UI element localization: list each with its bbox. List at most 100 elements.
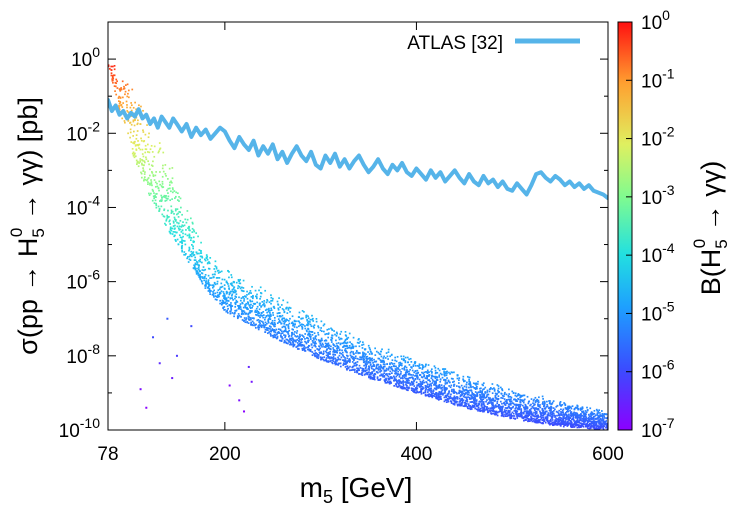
scatter-point [142, 131, 145, 133]
scatter-point [510, 408, 512, 411]
scatter-point [366, 371, 368, 374]
scatter-point [434, 387, 437, 390]
scatter-point [254, 289, 257, 292]
scatter-point [201, 276, 203, 278]
scatter-point [435, 394, 438, 396]
scatter-point [307, 348, 309, 351]
scatter-point [350, 342, 353, 345]
scatter-point [468, 407, 470, 410]
scatter-point [269, 330, 272, 333]
scatter-point [182, 225, 185, 227]
scatter-point [543, 420, 545, 423]
scatter-point [229, 290, 232, 293]
scatter-point [582, 423, 585, 426]
scatter-point [574, 421, 577, 424]
scatter-point [368, 346, 371, 349]
scatter-point [189, 254, 192, 257]
scatter-point [228, 304, 231, 306]
scatter-point [126, 106, 128, 109]
scatter-point [271, 329, 273, 332]
scatter-point [169, 226, 172, 229]
scatter-point [123, 85, 125, 88]
scatter-point [395, 365, 397, 368]
scatter-point [440, 384, 443, 387]
scatter-point [463, 394, 466, 397]
scatter-point [550, 422, 552, 425]
scatter-point [188, 255, 191, 258]
scatter-point [213, 289, 215, 292]
scatter-point [271, 328, 274, 330]
scatter-point [145, 158, 148, 161]
scatter-point [214, 265, 217, 267]
scatter-point [397, 368, 400, 370]
scatter-point [167, 216, 169, 218]
scatter-point [129, 128, 132, 131]
scatter-point [317, 333, 320, 336]
scatter-point [201, 277, 204, 279]
scatter-point [284, 340, 286, 343]
scatter-point [365, 355, 368, 358]
scatter-point [383, 370, 386, 372]
scatter-point [362, 357, 365, 360]
scatter-point [510, 396, 513, 399]
scatter-point [144, 148, 147, 150]
scatter-point [507, 405, 510, 408]
scatter-point [334, 357, 337, 360]
scatter-point [555, 423, 557, 426]
scatter-outlier-point [152, 336, 155, 339]
scatter-point [463, 388, 465, 391]
scatter-point [325, 343, 328, 345]
scatter-outlier-point [171, 377, 174, 380]
scatter-point [435, 396, 437, 398]
scatter-point [217, 289, 220, 291]
scatter-point [236, 315, 239, 317]
scatter-point [280, 332, 282, 335]
scatter-point [410, 387, 413, 390]
scatter-point [552, 421, 555, 424]
scatter-point [482, 382, 485, 385]
scatter-point [133, 156, 136, 159]
scatter-point [143, 179, 145, 182]
scatter-point [414, 378, 417, 381]
scatter-point [385, 381, 388, 384]
scatter-point [262, 324, 265, 327]
scatter-point [241, 286, 243, 289]
scatter-point [557, 422, 559, 425]
scatter-point [250, 303, 252, 306]
scatter-point [447, 380, 450, 383]
scatter-point [235, 301, 237, 304]
scatter-point [126, 104, 128, 106]
scatter-point [338, 348, 341, 351]
scatter-point [112, 77, 115, 80]
scatter-point [258, 321, 260, 323]
scatter-point [271, 322, 274, 324]
scatter-point [418, 378, 421, 381]
scatter-point [352, 365, 355, 368]
scatter-point [453, 371, 455, 374]
scatter-point [551, 410, 554, 413]
scatter-point [269, 315, 272, 317]
scatter-point [470, 408, 473, 410]
scatter-point [594, 422, 596, 424]
scatter-point [114, 81, 117, 84]
scatter-point [394, 379, 396, 382]
scatter-point [539, 406, 542, 409]
scatter-point [507, 396, 510, 398]
scatter-point [379, 353, 382, 356]
scatter-point [184, 233, 187, 236]
scatter-point [181, 213, 183, 216]
scatter-point [351, 366, 354, 369]
scatter-point [387, 351, 390, 353]
scatter-point [151, 184, 153, 187]
scatter-point [346, 351, 348, 354]
scatter-point [469, 381, 471, 383]
scatter-point [373, 365, 375, 367]
scatter-point [425, 377, 428, 380]
scatter-point [150, 181, 153, 183]
scatter-point [458, 401, 461, 403]
scatter-point [323, 356, 325, 359]
scatter-point [444, 379, 447, 381]
scatter-point [387, 377, 390, 380]
scatter-point [406, 385, 408, 387]
scatter-point [336, 344, 338, 347]
